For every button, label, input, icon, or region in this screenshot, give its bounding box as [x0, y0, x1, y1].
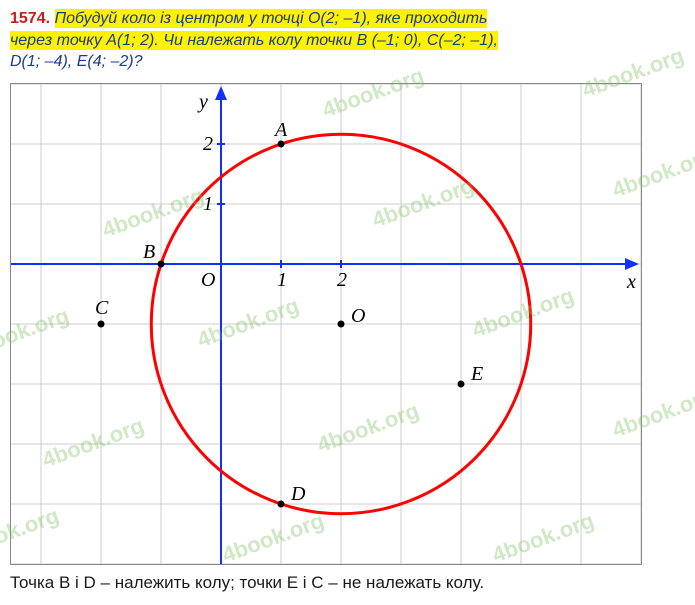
problem-line-3: D(1; –4), E(4; –2)?: [10, 53, 143, 70]
svg-text:2: 2: [203, 133, 213, 155]
svg-text:B: B: [143, 241, 155, 263]
coordinate-graph: 1 2 1 2 y x O A B C O D E: [11, 84, 641, 564]
answer-text: Точка B і D – належить колу; точки E і C…: [0, 569, 695, 605]
graph-container: 1 2 1 2 y x O A B C O D E: [10, 83, 642, 565]
svg-text:E: E: [470, 363, 483, 385]
svg-text:2: 2: [337, 269, 347, 291]
problem-statement: 1574. Побудуй коло із центром у точці O(…: [0, 0, 695, 79]
svg-text:A: A: [273, 119, 288, 141]
problem-line-1: Побудуй коло із центром у точці O(2; –1)…: [55, 9, 488, 28]
svg-text:1: 1: [203, 193, 213, 215]
svg-text:D: D: [290, 483, 306, 505]
svg-text:O: O: [201, 269, 215, 291]
problem-line-2: через точку A(1; 2). Чи належать колу то…: [10, 31, 498, 50]
svg-text:C: C: [95, 297, 109, 319]
svg-text:1: 1: [277, 269, 287, 291]
svg-text:O: O: [351, 305, 365, 327]
svg-text:y: y: [197, 91, 208, 113]
svg-text:x: x: [626, 271, 636, 293]
problem-number: 1574.: [10, 10, 50, 27]
